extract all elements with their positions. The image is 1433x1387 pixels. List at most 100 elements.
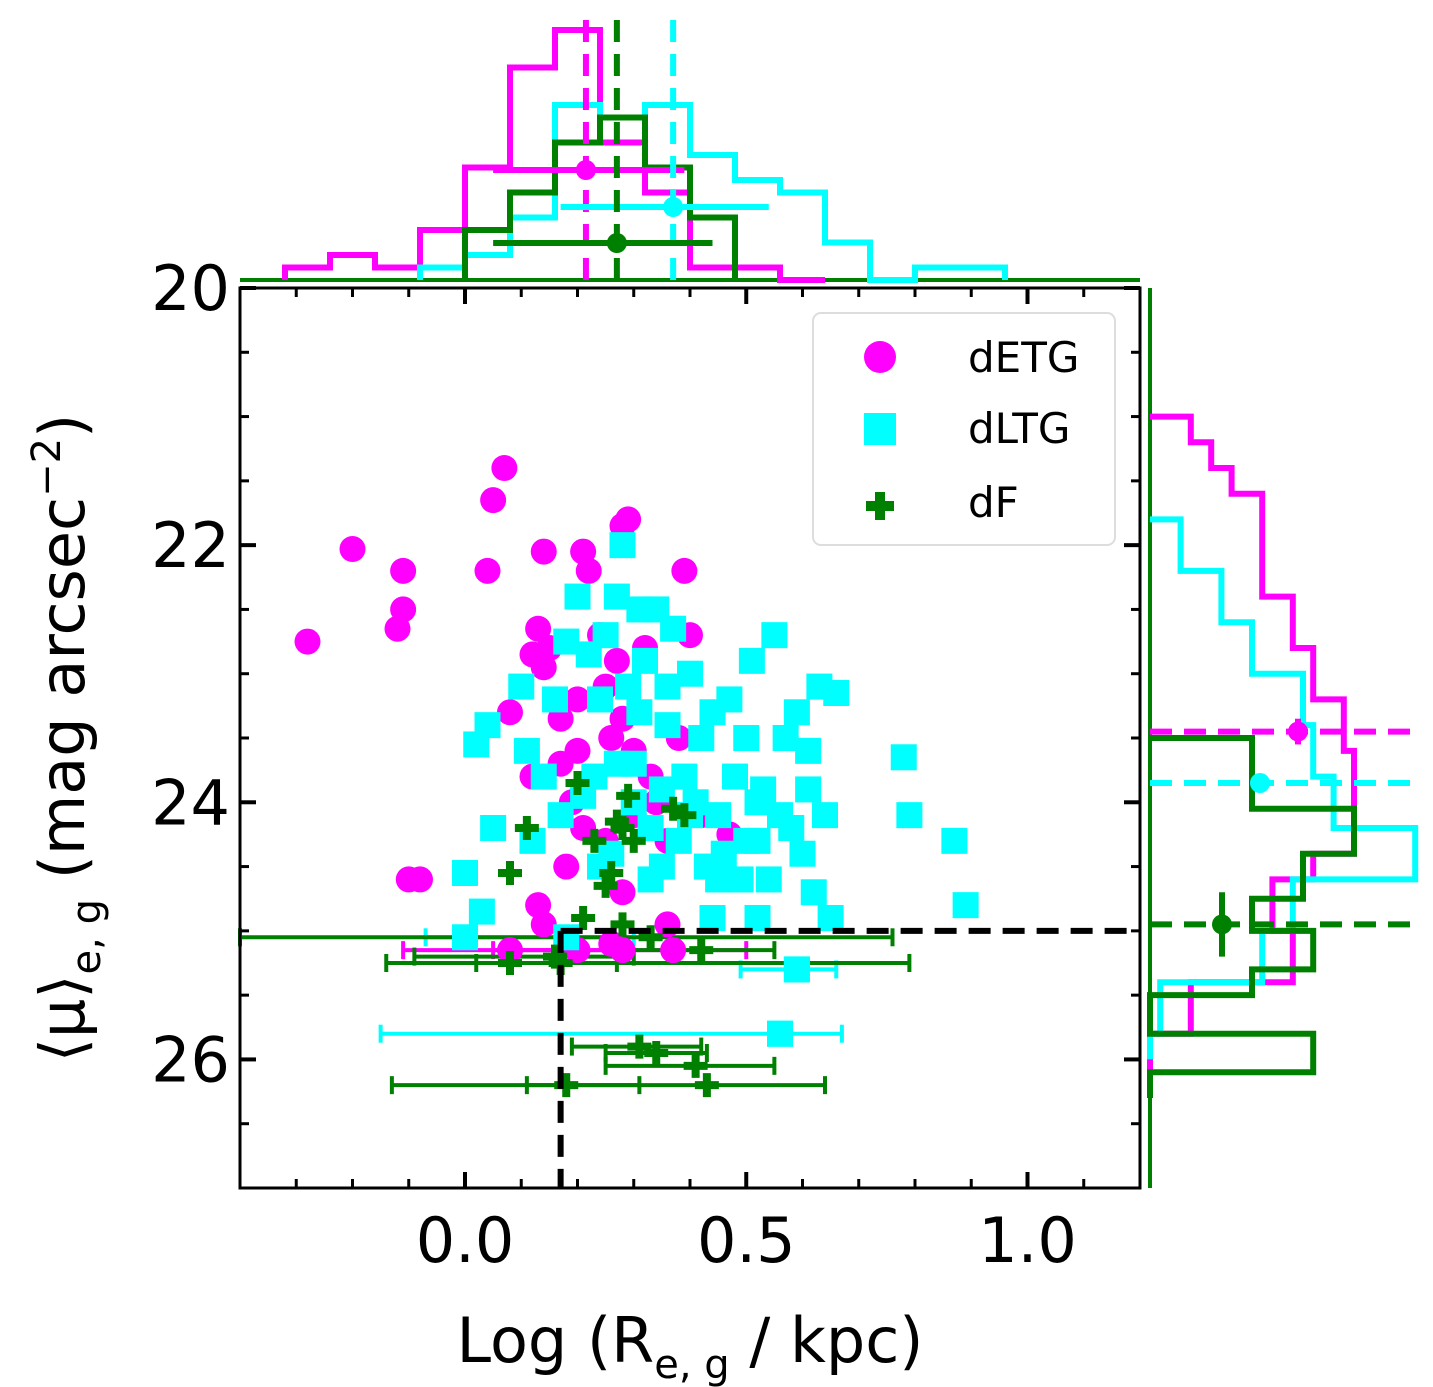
dltg-point <box>733 827 760 854</box>
df-point <box>610 912 635 937</box>
detg-point <box>598 725 625 751</box>
dltg-point <box>671 763 698 790</box>
dltg-point <box>637 815 664 841</box>
df-point <box>627 1034 652 1059</box>
x-tick-label: 1.0 <box>978 1204 1077 1277</box>
dltg-point <box>767 1020 793 1047</box>
detg-top-median-point <box>575 160 596 180</box>
dltg-point <box>738 647 765 674</box>
legend-label-df: dF <box>968 478 1019 527</box>
dltg-point <box>542 686 568 713</box>
detg-point <box>564 737 591 764</box>
df-point <box>548 951 573 975</box>
df-point <box>683 1053 708 1078</box>
x-tick-label: 0.5 <box>697 1204 796 1277</box>
x-axis-title: Log (Re, g / kpc) <box>457 1304 924 1387</box>
dltg-point <box>817 905 844 931</box>
x-tick-label: 0.0 <box>416 1204 515 1277</box>
dltg-point <box>727 866 754 893</box>
dltg-point <box>761 622 788 649</box>
y-tick-label: 26 <box>151 1023 230 1096</box>
dltg-point <box>665 827 692 854</box>
dltg-point <box>547 802 574 829</box>
dltg-point <box>941 827 968 854</box>
dltg-point <box>795 776 822 803</box>
dltg-point <box>789 840 816 867</box>
df-point <box>644 1041 669 1065</box>
df-point <box>593 873 618 898</box>
df-point <box>621 828 646 853</box>
detg-point <box>525 892 552 919</box>
dltg-point <box>626 699 653 726</box>
detg-point <box>530 538 557 565</box>
detg-point <box>497 699 523 726</box>
df-point <box>638 925 663 950</box>
detg-point <box>390 596 417 623</box>
df-point <box>694 1073 719 1098</box>
dltg-point <box>468 898 495 925</box>
detg-point <box>480 487 507 514</box>
detg-top-histogram <box>282 27 825 283</box>
dltg-point <box>710 840 737 867</box>
dltg-point <box>474 712 501 739</box>
dltg-point <box>744 905 771 931</box>
dltg-point <box>795 737 822 764</box>
dltg-point <box>744 789 771 816</box>
detg-point <box>564 686 591 713</box>
df-point <box>599 861 624 885</box>
detg-point <box>615 506 642 533</box>
detg-point <box>603 647 630 674</box>
dltg-point <box>722 763 748 790</box>
dltg-point <box>480 815 507 841</box>
dltg-point <box>688 725 715 751</box>
df-right-histogram <box>1147 735 1357 1098</box>
dltg-point <box>952 892 979 919</box>
dltg-point <box>705 866 732 893</box>
df-point <box>610 816 635 840</box>
dltg-point <box>452 924 478 951</box>
dltg-point <box>564 583 591 610</box>
legend-box <box>812 312 1116 546</box>
detg-point <box>395 866 422 893</box>
detg-point <box>497 937 523 964</box>
dltg-point <box>603 750 630 777</box>
dltg-point <box>660 615 687 642</box>
df-top-median-point <box>606 233 627 253</box>
legend-marker-df-plus <box>866 492 894 520</box>
detg-point <box>671 557 698 584</box>
dltg-point <box>772 725 799 751</box>
dltg-point <box>553 628 580 655</box>
df-point <box>582 828 607 853</box>
dltg-point <box>513 737 540 764</box>
legend-label-detg: dETG <box>968 333 1079 382</box>
legend-marker-detg <box>864 341 896 373</box>
detg-point <box>570 815 597 841</box>
main-scatter-panel: 0.0 0.5 1.0 20 22 24 26 <box>151 252 1142 1277</box>
df-point <box>514 816 539 840</box>
dltg-point <box>609 532 636 559</box>
dltg-point <box>508 673 535 700</box>
df-point <box>543 944 567 969</box>
df-point <box>672 803 697 828</box>
dltg-point <box>800 879 827 906</box>
detg-right-median-point <box>1288 721 1308 742</box>
df-point <box>565 771 590 795</box>
detg-point <box>660 937 687 964</box>
dltg-point <box>648 853 675 880</box>
dltg-point <box>890 744 917 771</box>
detg-point <box>339 536 366 562</box>
df-right-median-point <box>1212 914 1232 935</box>
detg-point <box>525 615 552 642</box>
dltg-point <box>755 866 782 893</box>
dltg-point <box>654 673 681 700</box>
detg-point <box>390 557 417 584</box>
detg-point <box>530 654 557 681</box>
df-point <box>689 938 714 963</box>
legend: dETG dLTG dF <box>812 312 1116 546</box>
dltg-point <box>783 699 810 726</box>
dltg-point <box>632 647 658 674</box>
dltg-right-histogram <box>1147 516 1419 1060</box>
top-histogram-panel <box>240 10 1140 283</box>
dltg-point <box>733 725 760 751</box>
